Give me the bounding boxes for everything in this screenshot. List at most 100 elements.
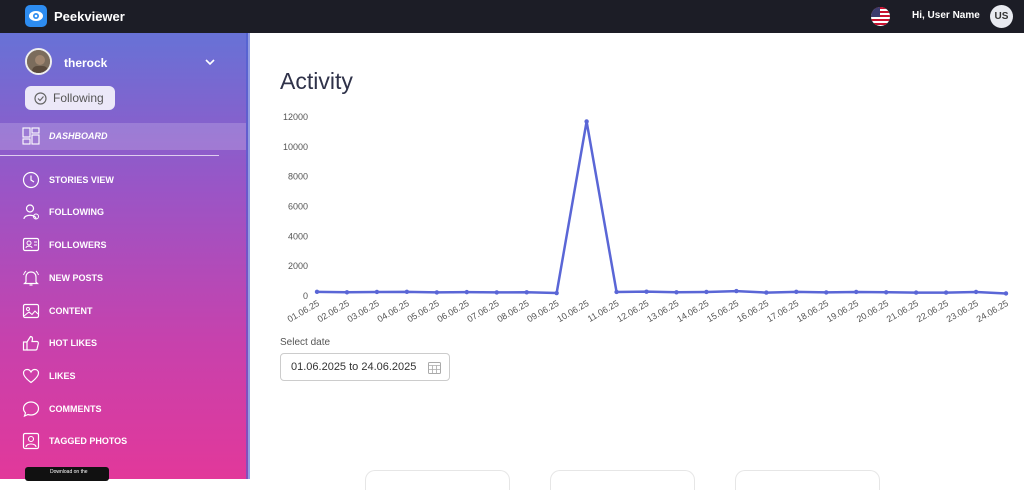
following-button-label: Following (53, 91, 104, 105)
sidebar-item-comments[interactable]: COMMENTS (22, 399, 102, 419)
x-tick-label: 03.06.25 (346, 298, 381, 324)
thumbs-up-icon (22, 335, 39, 351)
x-tick-label: 04.06.25 (376, 298, 411, 324)
x-tick-label: 24.06.25 (975, 298, 1010, 324)
main-content: Activity 0 2000 4000 6000 8000 10000 12000 01.0… (250, 33, 1024, 490)
y-tick-label: 6000 (288, 202, 308, 212)
y-tick-label: 4000 (288, 231, 308, 241)
sidebar-item-label: TAGGED PHOTOS (49, 436, 128, 446)
sidebar-item-tagged-photos[interactable]: TAGGED PHOTOS (22, 431, 127, 451)
x-tick-label: 10.06.25 (555, 298, 590, 324)
store-badge-label: Download on the (50, 469, 88, 475)
x-tick-label: 23.06.25 (945, 298, 980, 324)
data-point[interactable] (524, 290, 529, 295)
x-tick-label: 07.06.25 (465, 298, 500, 324)
data-point[interactable] (913, 290, 919, 295)
data-point[interactable] (674, 290, 679, 295)
user-greeting: Hi, User Name (912, 10, 980, 21)
sidebar: therock Following DASHBOARD STORIES VIEW… (0, 33, 248, 481)
x-tick-label: 11.06.25 (586, 298, 621, 324)
data-point[interactable] (854, 289, 859, 295)
data-point[interactable] (704, 289, 709, 295)
x-tick-label: 16.06.25 (735, 298, 770, 324)
summary-card[interactable] (365, 470, 510, 490)
x-tick-label: 12.06.25 (615, 298, 650, 324)
sidebar-item-label: FOLLOWERS (49, 240, 107, 250)
date-range-input[interactable]: 01.06.2025 to 24.06.2025 (280, 353, 450, 381)
profile-username[interactable]: therock (64, 56, 108, 70)
data-point[interactable] (943, 290, 949, 295)
sidebar-item-new-posts[interactable]: NEW POSTS (22, 268, 103, 288)
sidebar-divider (0, 155, 219, 156)
data-point[interactable] (644, 289, 649, 294)
heart-icon (22, 368, 40, 384)
user-avatar[interactable]: US (990, 5, 1013, 28)
activity-chart: 0 2000 4000 6000 8000 10000 12000 01.06.2502.06… (283, 112, 1010, 324)
data-point[interactable] (434, 290, 440, 295)
data-point[interactable] (584, 119, 589, 124)
data-point[interactable] (554, 290, 559, 296)
sidebar-item-label: FOLLOWING (49, 207, 104, 217)
x-tick-label: 17.06.25 (765, 298, 800, 324)
x-tick-label: 22.06.25 (915, 298, 950, 324)
data-point[interactable] (824, 290, 829, 295)
sidebar-item-dashboard[interactable]: DASHBOARD (22, 126, 108, 146)
x-tick-label: 08.06.25 (495, 298, 530, 324)
sidebar-item-label: COMMENTS (49, 404, 102, 414)
x-tick-label: 15.06.25 (705, 298, 740, 324)
sidebar-item-label: LIKES (49, 371, 76, 381)
data-point[interactable] (314, 289, 320, 295)
app-store-badge[interactable]: Download on the (25, 467, 109, 481)
data-point[interactable] (494, 290, 499, 295)
y-tick-label: 8000 (288, 172, 308, 182)
page-title: Activity (280, 68, 353, 94)
following-button[interactable]: Following (25, 86, 115, 110)
sidebar-item-content[interactable]: CONTENT (22, 301, 93, 321)
chevron-down-icon[interactable] (204, 55, 216, 67)
data-point[interactable] (764, 290, 769, 295)
sidebar-item-hot-likes[interactable]: HOT LIKES (22, 333, 97, 353)
data-point[interactable] (374, 289, 380, 295)
sidebar-item-followers[interactable]: FOLLOWERS (22, 235, 107, 255)
tagged-photo-icon (22, 432, 40, 450)
date-picker-label: Select date (280, 337, 331, 348)
data-point[interactable] (1003, 291, 1009, 296)
profile-avatar[interactable] (25, 48, 52, 75)
dashboard-icon (22, 127, 40, 145)
series-line (316, 120, 1007, 295)
sidebar-item-following[interactable]: FOLLOWING (22, 202, 104, 222)
y-tick-label: 2000 (288, 261, 308, 271)
us-flag-icon[interactable] (871, 7, 890, 26)
x-tick-label: 09.06.25 (525, 298, 560, 324)
y-tick-label: 0 (303, 291, 308, 301)
summary-card[interactable] (735, 470, 880, 490)
data-point[interactable] (404, 289, 410, 295)
data-point[interactable] (734, 288, 739, 294)
data-point[interactable] (614, 289, 619, 295)
top-bar: Peekviewer Hi, User Name US (0, 0, 1024, 33)
sidebar-item-likes[interactable]: LIKES (22, 366, 76, 386)
data-point[interactable] (973, 289, 979, 295)
sidebar-item-stories-view[interactable]: STORIES VIEW (22, 170, 114, 190)
eye-logo-icon[interactable] (25, 5, 47, 27)
data-point[interactable] (883, 290, 889, 295)
x-tick-label: 01.06.25 (286, 298, 321, 324)
data-point[interactable] (794, 289, 799, 295)
clock-icon (22, 171, 40, 189)
brand-name[interactable]: Peekviewer (54, 9, 125, 24)
image-icon (22, 303, 40, 319)
summary-card[interactable] (550, 470, 695, 490)
y-tick-label: 10000 (283, 142, 308, 152)
calendar-icon[interactable] (428, 361, 441, 374)
sidebar-edge (246, 33, 250, 479)
x-tick-label: 14.06.25 (675, 298, 710, 324)
comment-icon (22, 401, 40, 418)
y-tick-label: 12000 (283, 112, 308, 122)
sidebar-item-label: HOT LIKES (49, 338, 98, 348)
x-tick-label: 06.06.25 (435, 298, 470, 324)
data-point[interactable] (464, 289, 469, 295)
data-point[interactable] (344, 290, 350, 295)
date-range-value: 01.06.2025 to 24.06.2025 (291, 361, 417, 373)
x-tick-label: 18.06.25 (795, 298, 830, 324)
followers-icon (22, 237, 40, 252)
